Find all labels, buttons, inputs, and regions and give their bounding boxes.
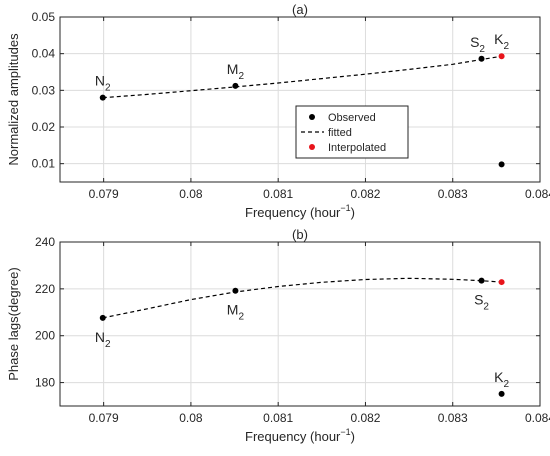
x-axis-label: Frequency (hour−1) — [245, 427, 355, 444]
x-axis-label: Frequency (hour−1) — [245, 203, 355, 220]
y-tick-label: 200 — [35, 329, 55, 343]
interpolated-point — [498, 279, 505, 286]
observed-point — [498, 390, 505, 397]
x-axis-label-text: Frequency (hour — [245, 205, 341, 220]
constituent-label: S2 — [474, 292, 489, 313]
constituent-label: K2 — [494, 31, 509, 52]
y-tick-label: 220 — [35, 282, 55, 296]
constituent-label: M2 — [227, 61, 245, 82]
x-axis-label-close: ) — [351, 429, 355, 444]
panel-title: (b) — [292, 227, 308, 242]
y-axis-label: Normalized amplitudes — [6, 33, 21, 166]
observed-point — [99, 94, 106, 101]
x-axis-label-text: Frequency (hour — [245, 429, 341, 444]
y-tick-label: 180 — [35, 376, 55, 390]
y-tick-label: 0.05 — [32, 10, 56, 24]
x-tick-label: 0.083 — [438, 187, 468, 201]
x-tick-label: 0.079 — [89, 411, 119, 425]
y-tick-label: 0.04 — [32, 47, 56, 61]
legend-marker — [309, 114, 315, 120]
x-axis-label-close: ) — [351, 205, 355, 220]
x-tick-label: 0.084 — [525, 411, 550, 425]
axes-box — [59, 16, 541, 183]
legend-label: Observed — [328, 112, 376, 124]
legend-marker — [309, 144, 315, 150]
observed-point — [99, 314, 106, 321]
constituent-subscript: 2 — [105, 83, 111, 94]
x-tick-label: 0.084 — [525, 187, 550, 201]
y-tick-label: 240 — [35, 235, 55, 249]
constituent-name: N — [95, 73, 105, 89]
constituent-label: N2 — [95, 329, 111, 350]
constituent-name: K — [494, 369, 504, 385]
constituent-subscript: 2 — [238, 312, 244, 323]
constituent-subscript: 2 — [479, 44, 485, 55]
legend-label: Interpolated — [328, 142, 386, 154]
x-tick-label: 0.082 — [350, 187, 380, 201]
observed-point — [232, 287, 239, 294]
constituent-name: N — [95, 329, 105, 345]
legend-box — [295, 105, 409, 159]
panel-b: 0.079 0.08 0.081 0.082 0.083 0.084 180 200 220 24… — [6, 227, 550, 444]
observed-point — [478, 277, 485, 284]
legend: Observed fitted Interpolated — [295, 105, 409, 159]
x-tick-label: 0.079 — [89, 187, 119, 201]
x-tick-label: 0.08 — [179, 411, 203, 425]
constituent-subscript: 2 — [483, 302, 489, 313]
fitted-curve — [102, 277, 502, 319]
constituent-name: S — [470, 34, 479, 50]
observed-point — [478, 55, 485, 62]
constituent-subscript: 2 — [105, 339, 111, 350]
axes-box — [59, 241, 541, 407]
y-axis-label: Phase lags(degree) — [6, 267, 21, 380]
constituent-label: M2 — [227, 302, 245, 323]
legend-label: fitted — [328, 127, 352, 139]
constituent-name: M — [227, 302, 239, 318]
constituent-name: K — [494, 31, 504, 47]
y-tick-label: 0.02 — [32, 120, 56, 134]
constituent-subscript: 2 — [503, 379, 509, 390]
constituent-label: S2 — [470, 34, 485, 55]
fitted-curve — [102, 55, 502, 99]
observed-point — [498, 161, 505, 168]
constituent-name: M — [227, 61, 239, 77]
constituent-name: S — [474, 292, 483, 308]
y-tick-label: 0.01 — [32, 157, 56, 171]
x-axis-label-exponent: −1 — [340, 203, 350, 213]
observed-point — [232, 82, 239, 89]
y-tick-label: 0.03 — [32, 83, 56, 97]
x-tick-label: 0.081 — [263, 411, 293, 425]
interpolated-point — [498, 53, 505, 60]
panel-title: (a) — [292, 2, 308, 17]
constituent-subscript: 2 — [503, 41, 509, 52]
panel-a: 0.079 0.08 0.081 0.082 0.083 0.084 0.01 0.02 0.0… — [6, 2, 550, 220]
x-tick-label: 0.082 — [350, 411, 380, 425]
constituent-subscript: 2 — [238, 71, 244, 82]
x-tick-label: 0.081 — [263, 187, 293, 201]
x-tick-label: 0.08 — [179, 187, 203, 201]
x-axis-label-exponent: −1 — [340, 427, 350, 437]
constituent-label: N2 — [95, 73, 111, 94]
x-tick-label: 0.083 — [438, 411, 468, 425]
constituent-label: K2 — [494, 369, 509, 390]
